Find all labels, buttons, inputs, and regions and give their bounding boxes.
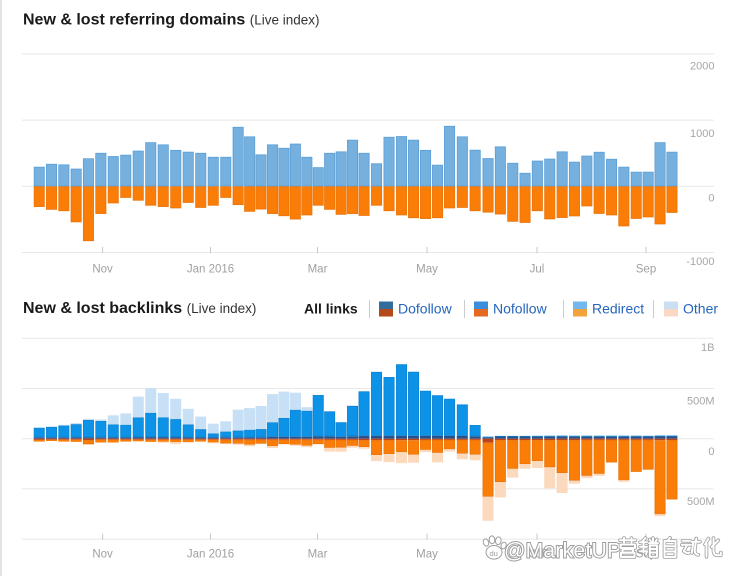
svg-text:May: May — [416, 263, 438, 275]
svg-text:500M: 500M — [687, 496, 715, 508]
svg-text:-1000: -1000 — [686, 256, 714, 268]
svg-text:Nofollow: Nofollow — [493, 301, 548, 317]
svg-text:Jul: Jul — [530, 263, 545, 275]
svg-text:Nov: Nov — [92, 263, 113, 275]
svg-text:500M: 500M — [687, 396, 715, 408]
svg-text:Dofollow: Dofollow — [398, 301, 453, 317]
svg-text:0: 0 — [708, 193, 714, 205]
svg-text:Other: Other — [683, 301, 718, 317]
svg-text:All links: All links — [304, 301, 358, 317]
svg-text:1000: 1000 — [690, 128, 714, 140]
svg-text:Nov: Nov — [92, 548, 113, 560]
svg-text:du: du — [490, 549, 498, 558]
svg-text:May: May — [416, 548, 438, 560]
svg-text:2000: 2000 — [690, 61, 714, 73]
svg-text:Jan 2016: Jan 2016 — [187, 548, 234, 560]
svg-text:Redirect: Redirect — [592, 301, 644, 317]
svg-text:Sep: Sep — [636, 263, 656, 275]
svg-text:0: 0 — [708, 446, 714, 458]
svg-text:Mar: Mar — [308, 548, 328, 560]
svg-text:Jan 2016: Jan 2016 — [187, 263, 234, 275]
svg-text:New & lost referring domains (: New & lost referring domains (Live index… — [23, 12, 320, 29]
svg-text:1B: 1B — [701, 342, 714, 354]
svg-text:New & lost backlinks (Live ind: New & lost backlinks (Live index) — [23, 300, 256, 317]
svg-text:@MarketUP: @MarketUP — [504, 540, 621, 563]
svg-text:Mar: Mar — [308, 263, 328, 275]
